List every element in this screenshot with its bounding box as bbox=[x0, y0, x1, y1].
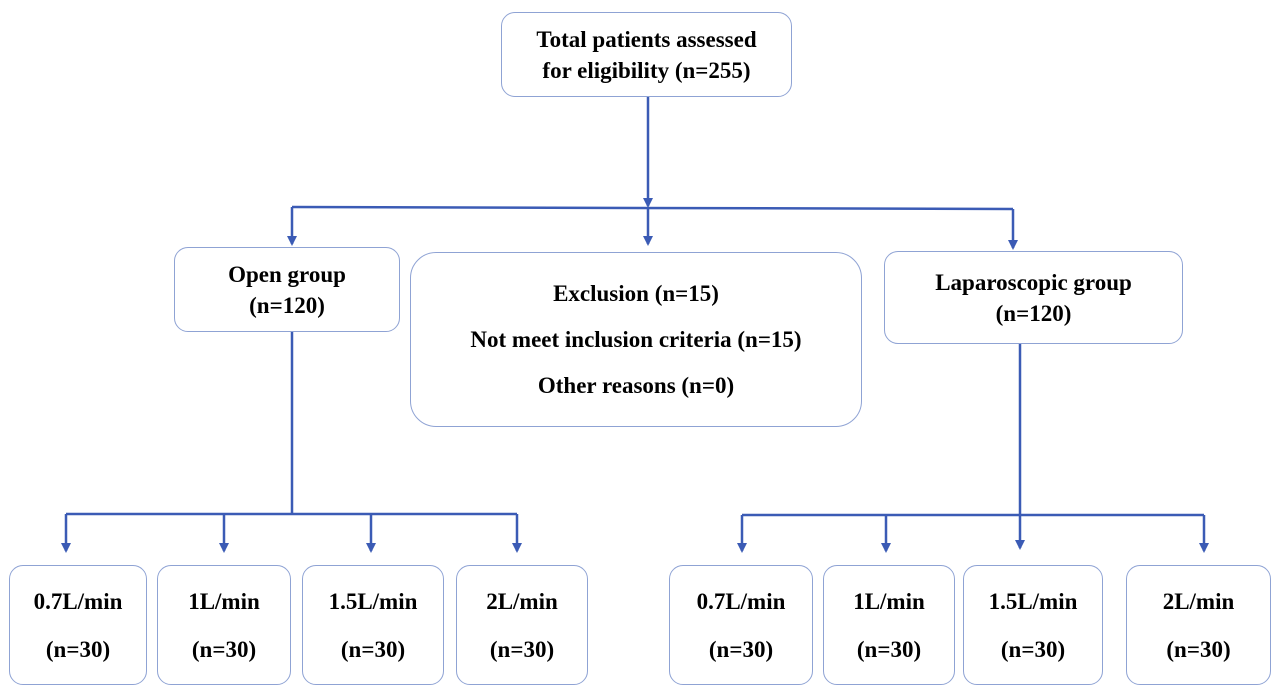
open-group-title: Open group bbox=[228, 261, 346, 287]
subgroup-count: (n=30) bbox=[1000, 637, 1066, 662]
subgroup-rate: 2L/min bbox=[1162, 589, 1235, 614]
subgroup-rate: 0.7L/min bbox=[696, 589, 786, 614]
subgroup-count: (n=30) bbox=[191, 637, 257, 662]
open-subgroup-box: 0.7L/min (n=30) bbox=[9, 565, 147, 685]
subgroup-rate: 2L/min bbox=[486, 589, 558, 614]
flow-connectors bbox=[61, 97, 1209, 553]
subgroup-rate: 0.7L/min bbox=[33, 589, 123, 614]
laparoscopic-group-box: Laparoscopic group (n=120) bbox=[884, 251, 1183, 344]
subgroup-rate: 1.5L/min bbox=[988, 589, 1078, 614]
subgroup-count: (n=30) bbox=[856, 637, 922, 662]
exclusion-title: Exclusion (n=15) bbox=[553, 280, 719, 306]
laparoscopic-subgroup-box: 1.5L/min (n=30) bbox=[963, 565, 1103, 685]
connector-split-horizontal bbox=[291, 205, 1014, 211]
laparoscopic-subgroup-box: 1L/min (n=30) bbox=[823, 565, 955, 685]
exclusion-reason-inclusion: Not meet inclusion criteria (n=15) bbox=[470, 326, 802, 352]
open-subgroup-box: 2L/min (n=30) bbox=[456, 565, 588, 685]
subgroup-rate: 1L/min bbox=[188, 589, 260, 614]
laparoscopic-subgroup-box: 0.7L/min (n=30) bbox=[669, 565, 813, 685]
laparoscopic-group-title: Laparoscopic group bbox=[935, 269, 1132, 295]
subgroup-count: (n=30) bbox=[1166, 637, 1231, 662]
exclusion-box: Exclusion (n=15) Not meet inclusion crit… bbox=[410, 252, 862, 427]
total-line-2: for eligibility (n=255) bbox=[542, 57, 751, 83]
exclusion-reason-other: Other reasons (n=0) bbox=[537, 372, 735, 398]
total-patients-box: Total patients assessed for eligibility … bbox=[501, 12, 792, 97]
subgroup-count: (n=30) bbox=[45, 637, 111, 662]
laparoscopic-group-count: (n=120) bbox=[995, 300, 1072, 326]
subgroup-rate: 1L/min bbox=[853, 589, 925, 614]
open-subgroup-box: 1.5L/min (n=30) bbox=[302, 565, 444, 685]
laparoscopic-subgroup-box: 2L/min (n=30) bbox=[1126, 565, 1271, 685]
subgroup-count: (n=30) bbox=[489, 637, 555, 662]
subgroup-count: (n=30) bbox=[708, 637, 774, 662]
subgroup-count: (n=30) bbox=[340, 637, 406, 662]
open-group-count: (n=120) bbox=[249, 292, 325, 318]
total-line-1: Total patients assessed bbox=[536, 26, 757, 52]
open-subgroup-box: 1L/min (n=30) bbox=[157, 565, 291, 685]
subgroup-rate: 1.5L/min bbox=[328, 589, 418, 614]
open-group-box: Open group (n=120) bbox=[174, 247, 400, 332]
